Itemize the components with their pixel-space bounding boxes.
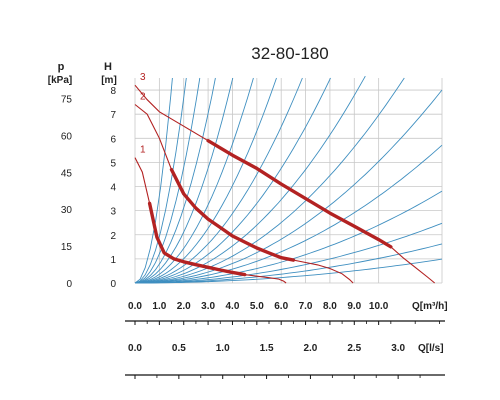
- q-m3h-tick-label: 1.0: [152, 301, 166, 312]
- pump-curve-operating-2: [169, 167, 296, 262]
- h-axis-symbol: H: [104, 61, 112, 73]
- series-label-2: 2: [140, 92, 146, 103]
- system-curve: [135, 222, 443, 284]
- series-layer: 1 2 3: [134, 72, 436, 284]
- h-tick-label: 2: [110, 231, 116, 242]
- labels: 32-80-180 p [kPa] H [m] Q[m³/h] Q[l/s]: [48, 44, 448, 354]
- series-label-1: 1: [140, 145, 146, 156]
- q-ls-tick-label: 3.0: [391, 343, 405, 354]
- p-axis-symbol: p: [58, 61, 65, 73]
- p-tick-label: 45: [61, 168, 73, 179]
- system-curve: [134, 77, 303, 284]
- q-ls-tick-label: 1.0: [216, 343, 230, 354]
- q-ls-tick-label: 0.0: [128, 343, 142, 354]
- q-m3h-tick-label: 0.0: [128, 301, 142, 312]
- q-m3h-axis-label: Q[m³/h]: [412, 301, 448, 312]
- chart-title: 32-80-180: [251, 44, 329, 63]
- system-curve: [134, 77, 277, 284]
- system-curve: [134, 77, 254, 284]
- q-ls-tick-label: 1.5: [260, 343, 274, 354]
- h-tick-label: 0: [110, 279, 116, 290]
- h-tick-label: 8: [110, 86, 116, 97]
- q-m3h-tick-label: 4.0: [226, 301, 240, 312]
- q-m3h-tick-label: 7.0: [299, 301, 313, 312]
- p-tick-label: 75: [61, 95, 73, 106]
- system-curves: [134, 75, 443, 284]
- h-tick-label: 7: [110, 110, 116, 121]
- h-tick-label: 1: [110, 255, 116, 266]
- q-m3h-tick-label: 8.0: [323, 301, 337, 312]
- h-axis-unit: [m]: [101, 75, 117, 86]
- q-m3h-tick-label: 2.0: [177, 301, 191, 312]
- p-tick-label: 30: [61, 205, 73, 216]
- system-curve: [134, 77, 173, 284]
- q-m3h-tick-label: 5.0: [250, 301, 264, 312]
- h-tick-label: 5: [110, 158, 116, 169]
- system-curve: [135, 258, 443, 284]
- q-ls-axis-label: Q[l/s]: [418, 343, 444, 354]
- h-tick-label: 4: [110, 183, 116, 194]
- pump-curve-operating-1: [147, 201, 247, 277]
- system-curve: [134, 77, 187, 284]
- pump-curve-operating-3: [206, 139, 393, 249]
- p-axis-unit: [kPa]: [48, 75, 72, 86]
- p-tick-label: 60: [61, 131, 73, 142]
- axes: [125, 320, 445, 376]
- q-ls-tick-label: 2.0: [303, 343, 317, 354]
- q-m3h-tick-label: 6.0: [274, 301, 288, 312]
- q-ls-tick-label: 2.5: [347, 343, 361, 354]
- q-m3h-tick-label: 10.0: [369, 301, 389, 312]
- system-curve: [134, 77, 234, 284]
- q-ls-tick-label: 0.5: [172, 343, 186, 354]
- system-curve: [134, 77, 201, 284]
- h-tick-label: 6: [110, 134, 116, 145]
- p-tick-label: 0: [66, 279, 72, 290]
- q-m3h-tick-label: 9.0: [347, 301, 361, 312]
- p-tick-label: 15: [61, 242, 73, 253]
- h-tick-label: 3: [110, 207, 116, 218]
- system-curve: [134, 77, 331, 284]
- system-curve: [134, 75, 366, 284]
- system-curve: [134, 89, 443, 284]
- system-curve: [134, 77, 216, 284]
- q-m3h-tick-label: 3.0: [201, 301, 215, 312]
- series-label-3: 3: [140, 72, 146, 83]
- system-curve: [135, 144, 443, 284]
- system-curve: [134, 77, 405, 284]
